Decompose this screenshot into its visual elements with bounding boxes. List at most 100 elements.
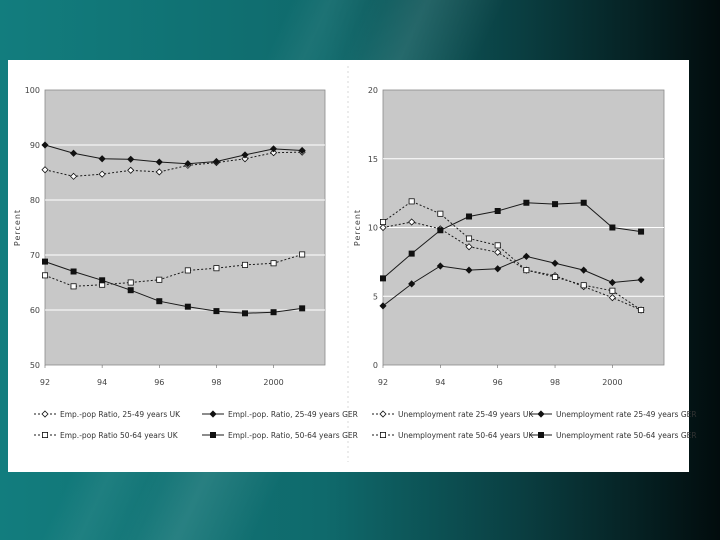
y-tick-label: 60 (30, 306, 40, 315)
legend-label: Unemployment rate 25-49 years UK (398, 410, 534, 419)
legend-marker (209, 410, 217, 418)
data-point (494, 242, 501, 249)
data-point (522, 252, 530, 260)
data-point (437, 210, 444, 217)
legend-label: Unemployment rate 50-64 years UK (398, 431, 534, 440)
legend-marker (42, 431, 49, 438)
data-point (70, 268, 77, 275)
data-point (379, 223, 387, 232)
data-point (466, 235, 473, 242)
data-point (270, 260, 277, 267)
x-tick-label: 96 (154, 378, 164, 387)
x-tick-label: 92 (40, 378, 50, 387)
data-point (212, 157, 220, 166)
legend-label: Unemployment rate 50-64 years GER (556, 431, 697, 440)
y-axis-label: Percent (13, 209, 22, 246)
y-tick-label: 15 (368, 155, 378, 164)
y-tick-label: 10 (368, 224, 378, 233)
data-point (608, 294, 616, 302)
legend-label: Emp.-pop Ratio 50-64 years UK (60, 431, 179, 440)
data-point (213, 265, 220, 272)
data-point (41, 166, 49, 174)
data-point (609, 287, 616, 294)
data-point (523, 267, 530, 274)
data-point (127, 287, 134, 294)
data-point (408, 250, 415, 257)
series-line (44, 151, 303, 177)
data-point (127, 166, 135, 174)
series-3 (42, 251, 306, 290)
x-tick-label: 94 (97, 378, 107, 387)
data-point (42, 258, 49, 265)
data-point (299, 251, 306, 258)
data-point (98, 155, 106, 163)
y-tick-label: 5 (373, 292, 378, 301)
data-point (552, 273, 559, 280)
data-point (608, 278, 616, 287)
data-point (70, 149, 78, 157)
legend: Unemployment rate 25-49 years UK Unemploy… (372, 410, 697, 440)
series-line (382, 200, 642, 311)
data-point (127, 279, 134, 286)
x-tick-label: 96 (493, 378, 503, 387)
series-line (44, 253, 303, 287)
data-point (155, 168, 163, 176)
y-tick-label: 50 (30, 361, 40, 370)
series-1 (41, 148, 306, 180)
y-tick-label: 100 (25, 86, 40, 95)
x-tick-label: 98 (550, 378, 560, 387)
series-4 (379, 199, 645, 282)
data-point (580, 266, 588, 274)
x-tick-label: 2000 (263, 378, 283, 387)
data-point (465, 243, 473, 251)
data-point (580, 199, 587, 206)
x-tick-label: 98 (211, 378, 221, 387)
y-tick-label: 80 (30, 196, 40, 205)
series-3 (379, 198, 645, 313)
data-point (299, 305, 306, 312)
data-point (379, 302, 387, 310)
data-point (580, 282, 587, 289)
data-point (270, 145, 278, 153)
data-point (127, 155, 135, 163)
series-line (44, 144, 303, 165)
legend-marker (41, 410, 49, 418)
data-point (637, 276, 645, 284)
y-axis-label: Percent (353, 209, 362, 246)
data-point (184, 160, 192, 168)
data-point (638, 228, 645, 235)
series-line (382, 202, 642, 279)
legend-marker (379, 410, 387, 418)
x-tick-label: 92 (378, 378, 388, 387)
legend-marker (209, 431, 216, 438)
chart-2: 0 5 10 15 20 92 94 96 98 2000 Percent Unemployment … (353, 86, 697, 440)
data-point (241, 151, 249, 159)
data-point (156, 276, 163, 283)
series-4 (42, 258, 306, 317)
plot-area (44, 89, 326, 366)
data-point (379, 218, 386, 225)
data-point (98, 170, 106, 178)
series-2 (379, 252, 645, 310)
data-point (609, 224, 616, 231)
series-line (44, 261, 303, 314)
legend: Emp.-pop Ratio, 25-49 years UK Empl.-pop.… (34, 410, 358, 440)
series-2 (41, 141, 306, 168)
y-tick-label: 0 (373, 361, 378, 370)
data-point (184, 267, 191, 274)
data-point (184, 303, 191, 310)
data-point (379, 275, 386, 282)
data-point (465, 266, 473, 274)
data-point (156, 298, 163, 305)
data-point (494, 207, 501, 214)
data-point (466, 213, 473, 220)
data-point (494, 248, 502, 256)
data-point (270, 149, 278, 157)
data-point (552, 201, 559, 208)
legend-marker (379, 431, 386, 438)
data-point (241, 155, 249, 163)
x-tick-label: 2000 (602, 378, 622, 387)
x-tick-label: 94 (435, 378, 445, 387)
legend-label: Empl.-pop. Ratio, 50-64 years GER (228, 431, 358, 440)
